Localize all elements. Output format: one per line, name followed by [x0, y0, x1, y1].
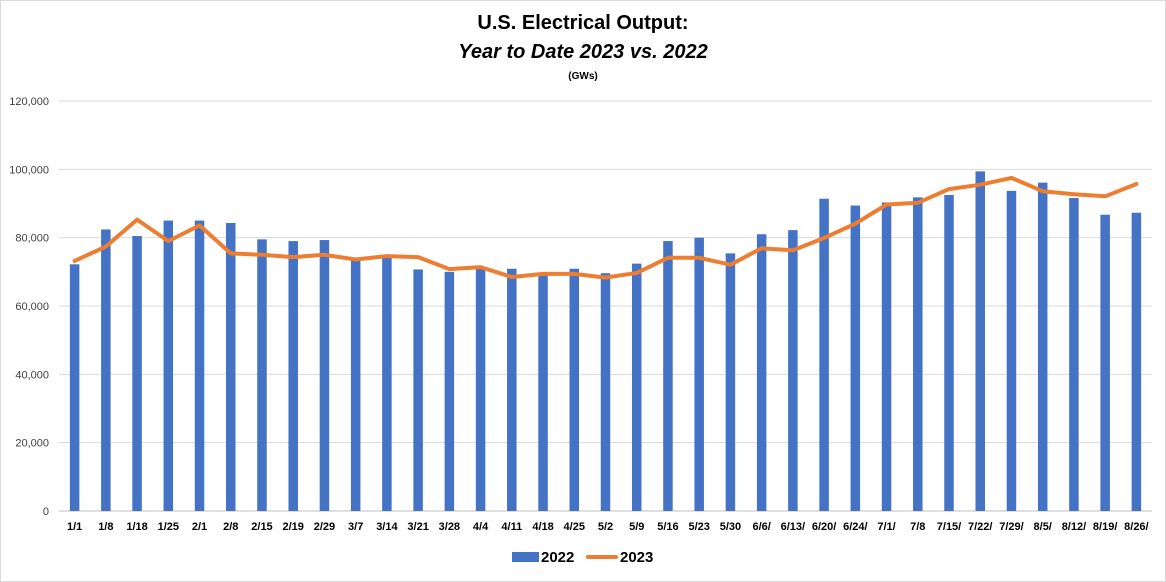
legend-swatch-2022: [512, 552, 539, 562]
bar-2022: [382, 256, 392, 511]
bar-2022: [881, 202, 892, 511]
y-tick-label: 40,000: [15, 369, 49, 381]
x-tick-label: 5/30: [720, 521, 741, 533]
bar-2022: [694, 237, 704, 511]
bar-2022: [756, 234, 767, 511]
bar-2022: [788, 230, 798, 511]
x-tick-label: 3/14: [376, 521, 398, 533]
y-tick-label: 100,000: [9, 164, 49, 176]
bar-2022: [413, 269, 423, 511]
x-tick-label: 8/12/: [1062, 521, 1086, 533]
x-tick-label: 4/4: [473, 521, 489, 533]
bar-2022: [69, 264, 80, 511]
bar-2022: [507, 268, 517, 511]
bar-2022: [1131, 212, 1142, 511]
x-tick-label: 3/28: [439, 521, 460, 533]
bar-2022: [1037, 182, 1048, 512]
x-tick-label: 7/8: [910, 521, 925, 533]
y-tick-label: 0: [43, 506, 49, 518]
bar-2022: [1069, 198, 1079, 512]
x-tick-label: 7/22/: [968, 521, 992, 533]
legend-label-2022: 2022: [541, 549, 574, 566]
bar-2022: [475, 268, 486, 511]
x-tick-label: 4/25: [564, 521, 585, 533]
x-tick-label: 6/24/: [843, 521, 867, 533]
x-tick-label: 7/15/: [937, 521, 961, 533]
x-tick-label: 4/18: [532, 521, 553, 533]
bar-2022: [663, 241, 673, 512]
x-tick-label: 1/18: [126, 521, 147, 533]
bar-2022: [1006, 190, 1017, 511]
bar-2022: [444, 271, 455, 511]
x-tick-label: 1/1: [67, 521, 82, 533]
x-tick-label: 2/8: [223, 521, 238, 533]
x-tick-label: 5/2: [598, 521, 613, 533]
bar-2022: [194, 220, 205, 512]
y-axis-ticks: 0 20,000 40,000 60,000 80,000 100,000 120,000: [9, 96, 49, 518]
bar-2022: [850, 205, 861, 512]
bar-2022: [538, 274, 548, 511]
x-tick-label: 6/6/: [752, 521, 770, 533]
x-tick-label: 8/5/: [1034, 521, 1052, 533]
bar-2022: [319, 240, 330, 511]
x-tick-label: 7/1/: [877, 521, 895, 533]
bar-2022: [569, 268, 580, 511]
x-tick-label: 1/8: [98, 521, 113, 533]
legend: 2022 2023: [512, 549, 653, 566]
x-tick-label: 8/26/: [1124, 521, 1148, 533]
bar-2022: [975, 171, 985, 511]
bar-2022: [132, 235, 142, 512]
x-tick-label: 8/19/: [1093, 521, 1117, 533]
x-tick-label: 6/20/: [812, 521, 836, 533]
legend-label-2023: 2023: [620, 549, 653, 566]
x-tick-label: 5/16: [657, 521, 678, 533]
x-tick-label: 2/1: [192, 521, 207, 533]
series-2022-bars: [69, 171, 1142, 512]
bar-2022: [226, 222, 236, 511]
y-tick-label: 80,000: [15, 233, 49, 245]
bar-2022: [600, 273, 611, 511]
x-tick-label: 4/11: [501, 521, 522, 533]
x-tick-label: 2/29: [314, 521, 335, 533]
bar-2022: [163, 220, 174, 512]
x-tick-label: 3/7: [348, 521, 363, 533]
bar-2022: [101, 229, 111, 511]
x-tick-label: 2/19: [283, 521, 304, 533]
series-2023-line-group: [72, 175, 1139, 280]
bar-2022: [1100, 214, 1110, 511]
x-tick-label: 5/9: [629, 521, 644, 533]
x-tick-label: 3/21: [407, 521, 428, 533]
x-tick-label: 7/29/: [999, 521, 1023, 533]
y-tick-label: 120,000: [9, 96, 49, 108]
x-tick-label: 6/13/: [781, 521, 805, 533]
y-tick-label: 60,000: [15, 301, 49, 313]
x-axis-ticks: 1/1 1/8 1/18 1/25 2/1 2/8 2/15 2/19 2/29 3/7 3/14 3…: [67, 521, 1149, 533]
bar-2022: [257, 239, 267, 511]
chart-title: U.S. Electrical Output:: [477, 12, 689, 34]
x-tick-label: 5/23: [688, 521, 709, 533]
chart-subtitle: Year to Date 2023 vs. 2022: [458, 41, 708, 63]
bar-2022: [944, 194, 954, 512]
bar-2022: [819, 198, 829, 511]
x-tick-label: 1/25: [158, 521, 179, 533]
y-tick-label: 20,000: [15, 438, 49, 450]
bar-2022: [913, 197, 923, 511]
x-tick-label: 2/15: [251, 521, 272, 533]
bar-2022: [631, 263, 642, 511]
bar-2022: [288, 241, 298, 512]
bar-2022: [350, 258, 361, 511]
bar-2022: [725, 253, 736, 511]
chart-unit-label: (GWs): [568, 71, 598, 82]
